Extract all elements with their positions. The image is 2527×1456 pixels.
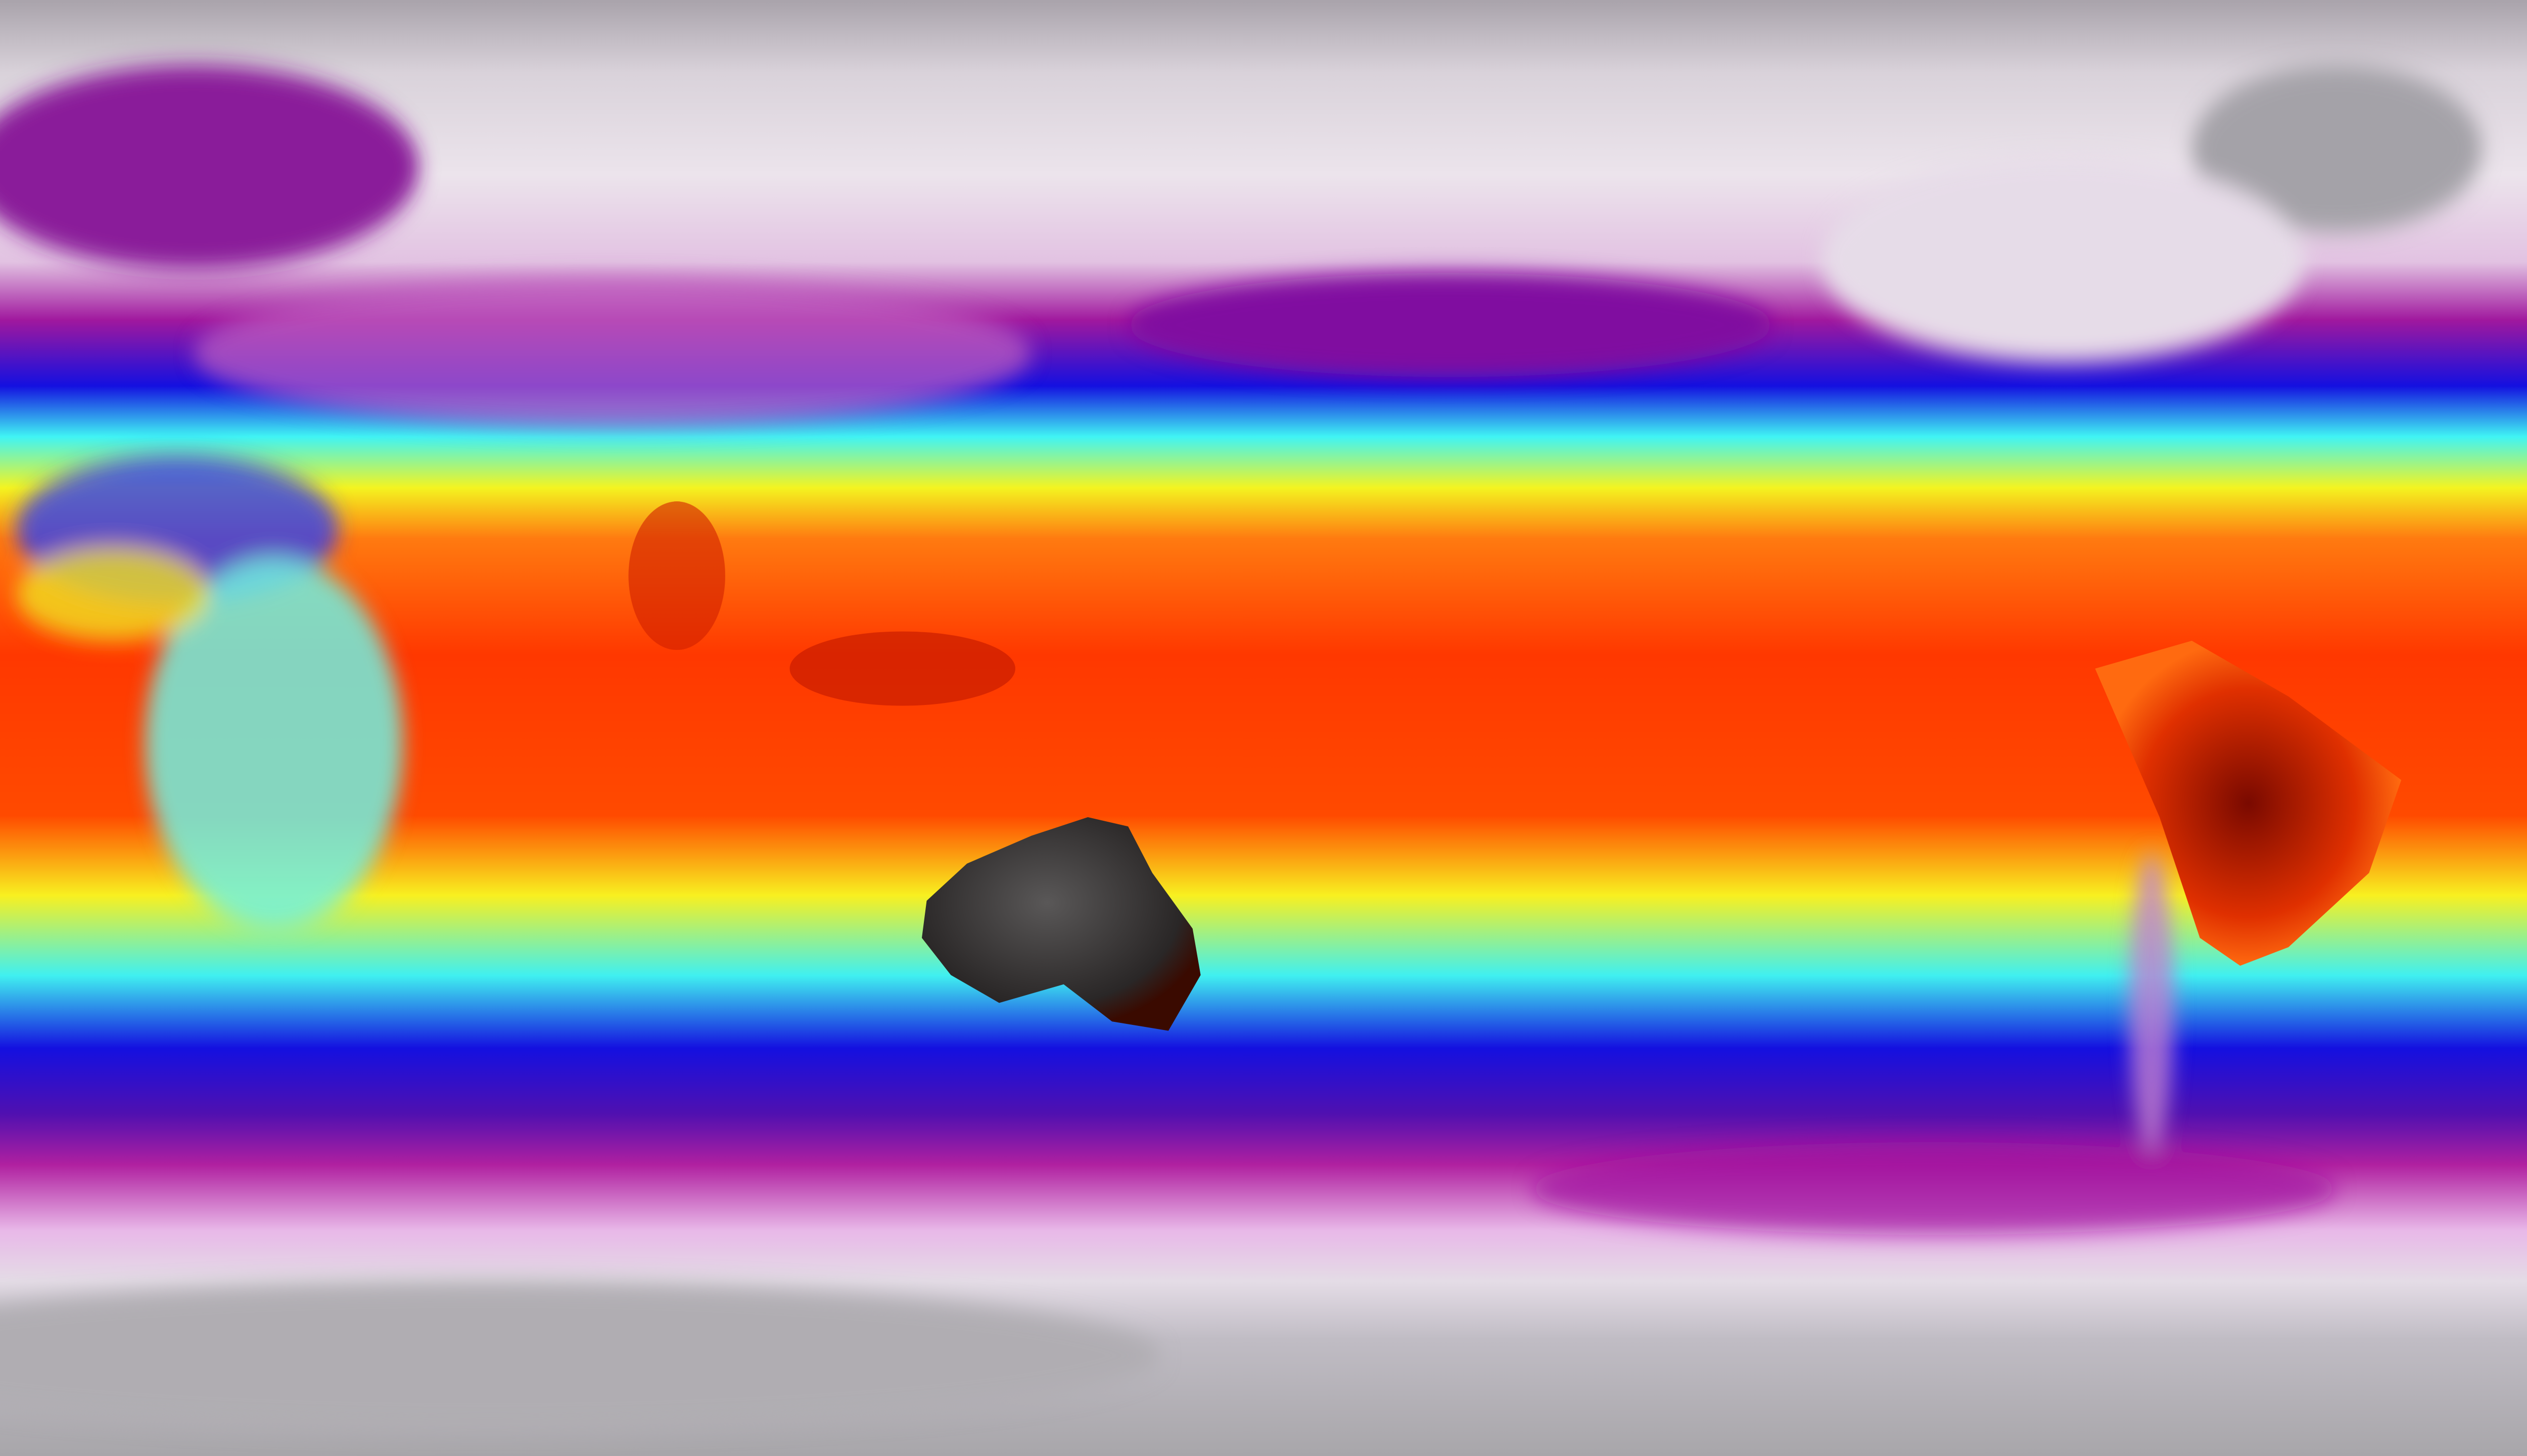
west-africa-yellow — [16, 548, 210, 641]
south-america-andes — [2129, 854, 2174, 1152]
north-pacific-purple — [1128, 273, 1773, 377]
south-america — [2095, 640, 2402, 966]
indonesia — [789, 631, 1015, 706]
africa-cyan — [145, 557, 403, 929]
australia — [921, 817, 1201, 1031]
south-ocean-purple — [1531, 1142, 2337, 1235]
india — [628, 501, 725, 650]
greenland-gray — [2191, 65, 2482, 232]
europe-asia-pink — [193, 278, 1032, 428]
antarctica-gray — [0, 1281, 1160, 1430]
north-america-white — [1821, 158, 2305, 362]
north-atlantic-purple — [0, 65, 419, 269]
